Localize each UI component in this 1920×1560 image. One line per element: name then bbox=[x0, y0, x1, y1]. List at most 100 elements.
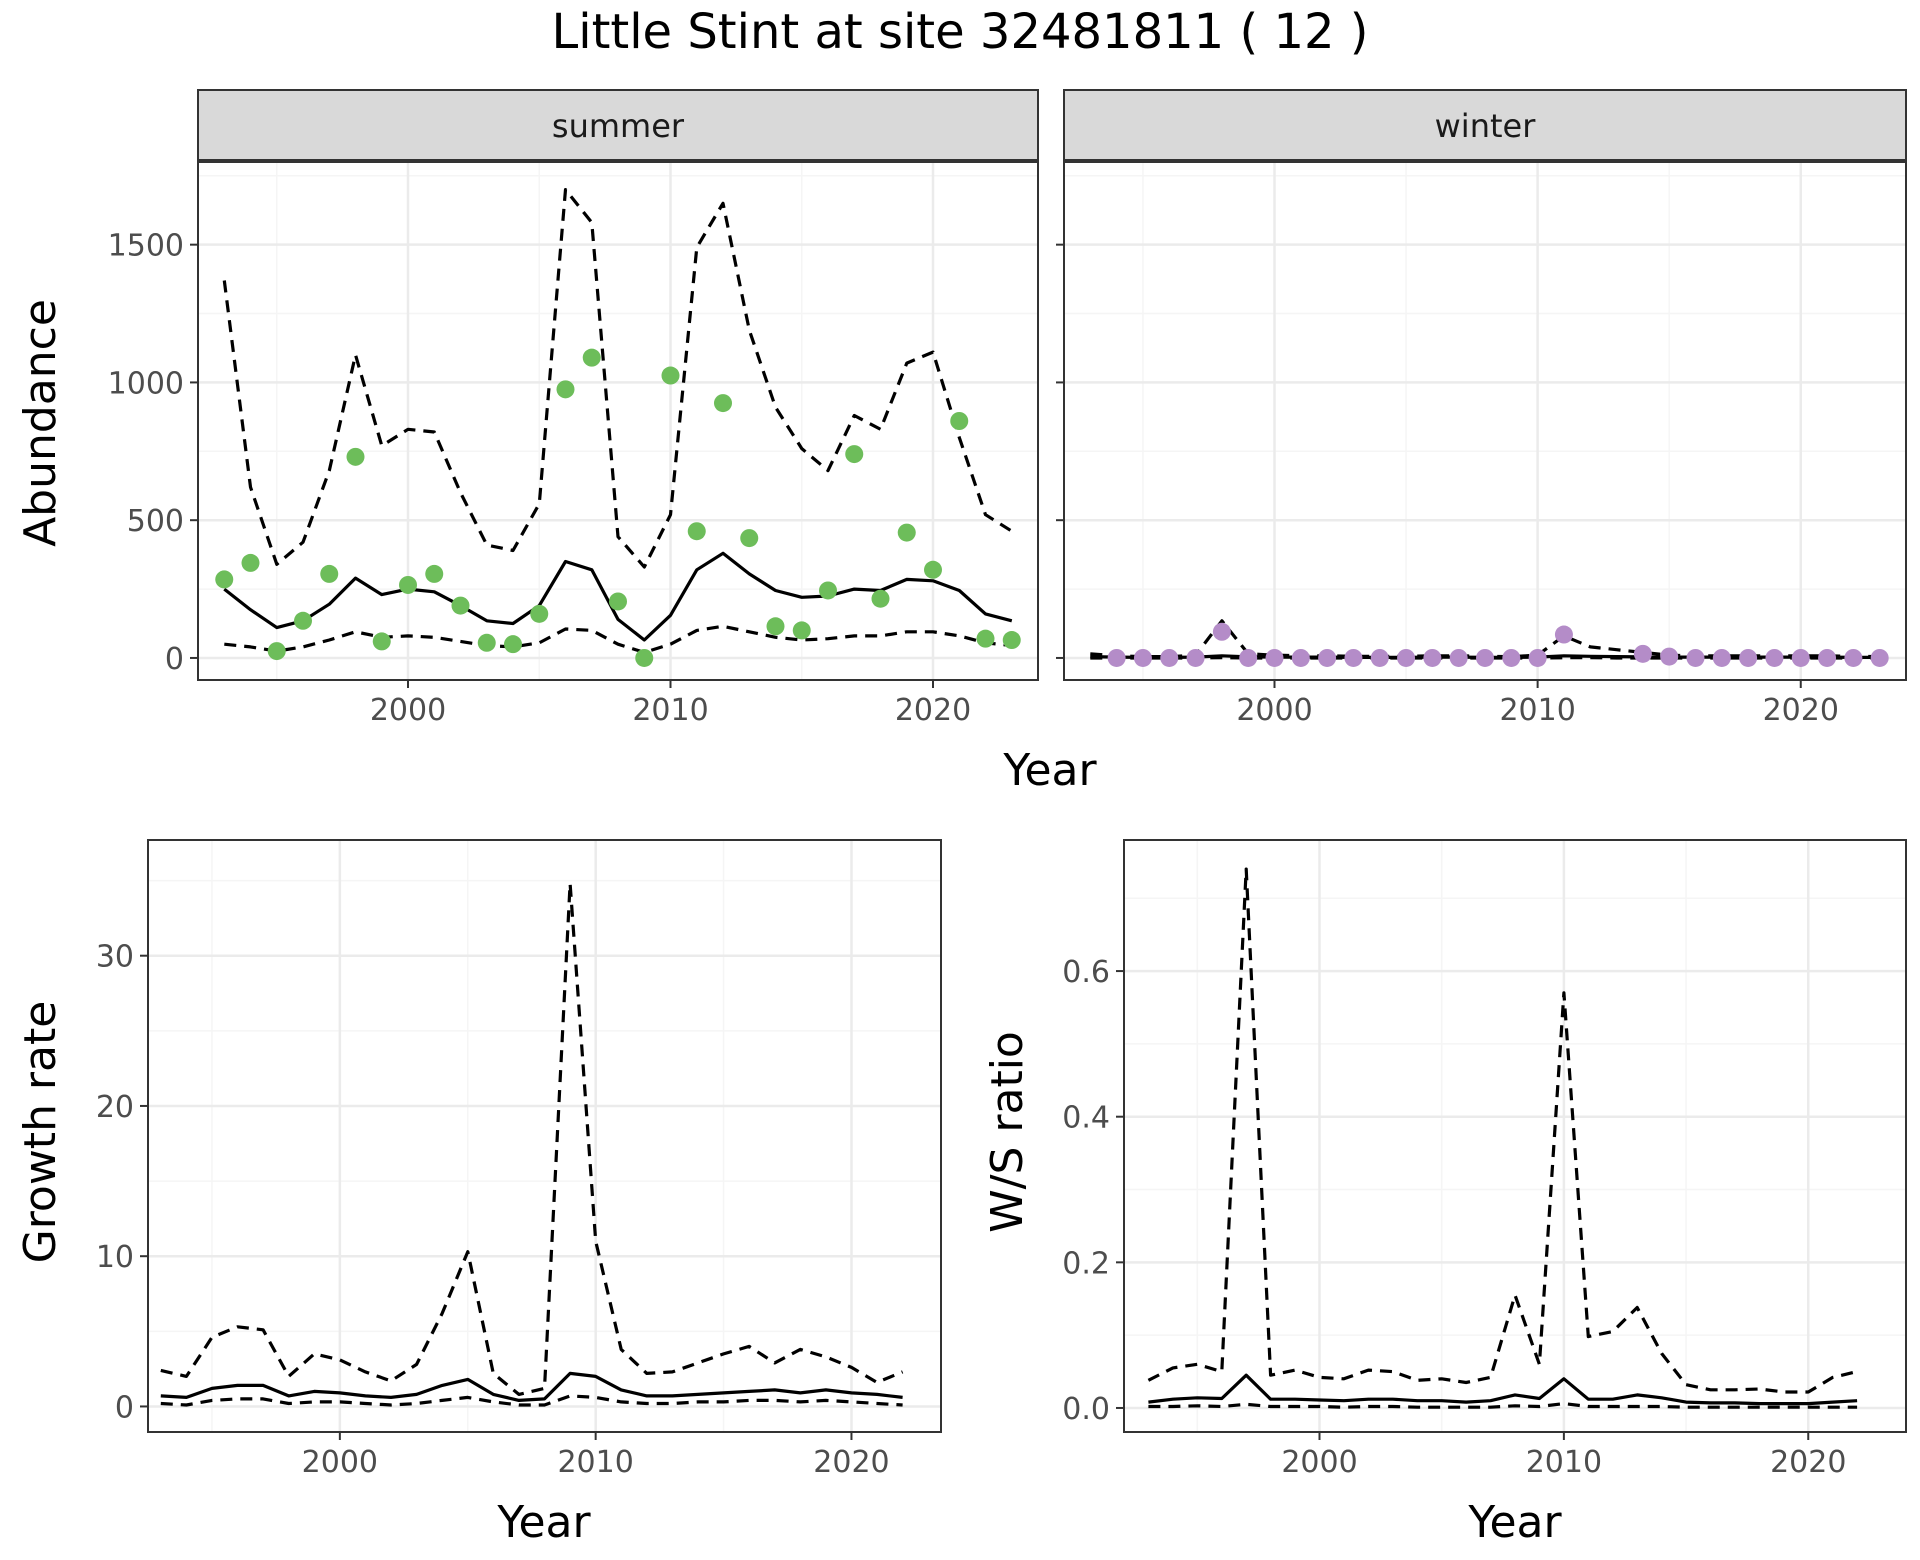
plot-area-growth-rate: 2000 2010 2020 0 10 20 30 bbox=[96, 839, 942, 1480]
y-tick-label: 0.6 bbox=[1062, 955, 1110, 990]
plot-area-summer: 2000 2010 2020 0 500 1000 1500 bbox=[108, 161, 1039, 728]
data-point bbox=[1844, 648, 1863, 667]
data-point bbox=[609, 592, 627, 611]
data-point bbox=[582, 348, 601, 367]
x-tick-label: 2010 bbox=[632, 693, 708, 728]
y-tick-label: 20 bbox=[96, 1090, 134, 1125]
plot-background bbox=[1124, 840, 1906, 1432]
data-point bbox=[976, 629, 995, 648]
y-tick-label: 0 bbox=[165, 642, 184, 677]
data-point bbox=[792, 621, 811, 640]
data-point bbox=[1291, 648, 1310, 667]
y-tick-label: 1500 bbox=[108, 229, 184, 264]
series-line-upper bbox=[1147, 867, 1858, 1394]
data-point bbox=[1186, 648, 1205, 667]
x-tick-label: 2010 bbox=[557, 1445, 633, 1480]
series-line-lower bbox=[1148, 1402, 1858, 1409]
y-tick-label: 10 bbox=[96, 1240, 134, 1275]
panel-ws-ratio: 2000 2010 2020 0.0 0.2 0.4 0.6 bbox=[1062, 839, 1907, 1480]
data-point bbox=[451, 596, 470, 615]
series-line-upper bbox=[222, 188, 1013, 569]
x-axis-title-growth: Year bbox=[496, 1497, 591, 1548]
x-tick-label: 2010 bbox=[1499, 693, 1575, 728]
plot-background bbox=[1064, 162, 1906, 680]
data-point bbox=[399, 575, 417, 594]
data-point bbox=[1107, 648, 1126, 667]
x-tick-label: 2020 bbox=[1763, 693, 1839, 728]
data-point bbox=[1791, 648, 1810, 667]
y-axis-title-ratio: W/S ratio bbox=[982, 1031, 1033, 1233]
panel-border bbox=[1063, 161, 1907, 681]
data-point bbox=[1554, 625, 1573, 644]
data-point bbox=[1318, 648, 1337, 667]
data-point bbox=[1660, 647, 1679, 666]
data-point bbox=[346, 447, 365, 466]
data-point bbox=[504, 635, 522, 654]
strip-summer bbox=[197, 89, 1039, 161]
data-point bbox=[294, 611, 312, 630]
data-point bbox=[924, 560, 942, 579]
panel-growth-rate: 2000 2010 2020 0 10 20 30 bbox=[96, 839, 942, 1480]
data-point bbox=[425, 564, 444, 583]
x-tick-label: 2000 bbox=[1281, 1445, 1357, 1480]
data-point bbox=[1476, 648, 1494, 667]
data-point bbox=[1212, 622, 1231, 641]
y-tick-label: 0.0 bbox=[1062, 1392, 1110, 1427]
data-point bbox=[1265, 648, 1284, 667]
x-tick-label: 2000 bbox=[1236, 693, 1312, 728]
y-tick-label: 0 bbox=[115, 1390, 134, 1425]
x-tick-label: 2020 bbox=[813, 1445, 889, 1480]
data-point bbox=[819, 581, 837, 600]
data-point bbox=[1739, 648, 1758, 667]
data-point bbox=[1160, 648, 1179, 667]
data-point bbox=[1633, 644, 1652, 663]
data-point bbox=[950, 412, 969, 430]
series-line-lower bbox=[160, 1394, 903, 1407]
data-point bbox=[714, 394, 732, 413]
strip-label-summer: summer bbox=[552, 107, 685, 145]
x-tick-label: 2020 bbox=[1770, 1445, 1846, 1480]
series-line-upper bbox=[160, 882, 904, 1396]
data-point bbox=[1002, 631, 1021, 650]
data-point bbox=[740, 529, 759, 548]
x-axis-title-top: Year bbox=[1002, 745, 1097, 796]
strip-winter bbox=[1063, 89, 1907, 161]
data-point bbox=[477, 633, 496, 652]
y-tick-label: 500 bbox=[127, 504, 184, 539]
data-point bbox=[845, 445, 864, 464]
data-point bbox=[897, 523, 916, 542]
data-point bbox=[1712, 648, 1731, 667]
data-point bbox=[687, 522, 706, 541]
plot-background bbox=[148, 840, 941, 1432]
panel-border bbox=[1123, 839, 1907, 1433]
data-point bbox=[661, 366, 680, 385]
data-point bbox=[241, 553, 260, 572]
y-tick-label: 30 bbox=[96, 940, 134, 975]
data-point bbox=[1818, 648, 1837, 667]
data-point bbox=[1370, 648, 1389, 667]
y-tick-label: 1000 bbox=[108, 366, 184, 401]
panel-summer: summer 2000 2010 2020 0 500 1000 1500 bbox=[108, 89, 1039, 728]
x-axis-title-ratio: Year bbox=[1467, 1497, 1562, 1548]
plot-area-winter: 2000 2010 2020 bbox=[1056, 161, 1907, 728]
y-tick-label: 0.4 bbox=[1062, 1101, 1110, 1136]
data-point bbox=[1765, 648, 1784, 667]
y-axis-title-growth: Growth rate bbox=[15, 1001, 66, 1264]
data-point bbox=[1397, 648, 1416, 667]
chart-title: Little Stint at site 32481811 ( 12 ) bbox=[551, 4, 1368, 60]
data-point bbox=[635, 648, 654, 667]
y-axis-title-abundance: Abundance bbox=[15, 299, 66, 547]
strip-label-winter: winter bbox=[1435, 107, 1537, 145]
x-tick-label: 2000 bbox=[370, 693, 446, 728]
x-tick-label: 2010 bbox=[1526, 1445, 1602, 1480]
panel-winter: winter 2000 2010 2020 bbox=[1056, 89, 1907, 728]
data-point bbox=[530, 604, 549, 623]
data-point bbox=[1870, 648, 1889, 667]
y-tick-label: 0.2 bbox=[1062, 1246, 1110, 1281]
data-point bbox=[1449, 648, 1468, 667]
data-point bbox=[766, 617, 785, 636]
data-point bbox=[1686, 648, 1705, 667]
series-line-lower bbox=[224, 624, 1012, 654]
series-line-estimate bbox=[160, 1371, 903, 1402]
